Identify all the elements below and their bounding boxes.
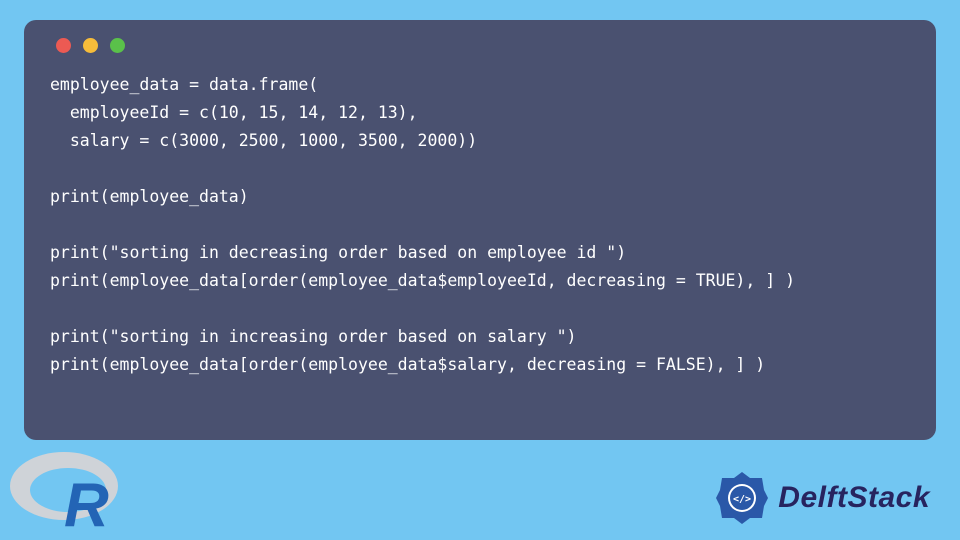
- code-block: employee_data = data.frame( employeeId =…: [50, 71, 910, 379]
- window-traffic-lights: [56, 38, 910, 53]
- close-dot: [56, 38, 71, 53]
- delftstack-text: DelftStack: [778, 481, 930, 515]
- minimize-dot: [83, 38, 98, 53]
- r-letter: R: [64, 471, 109, 534]
- delftstack-icon: </>: [714, 470, 770, 526]
- code-card: employee_data = data.frame( employeeId =…: [24, 20, 936, 440]
- maximize-dot: [110, 38, 125, 53]
- delftstack-logo: </> DelftStack: [714, 470, 930, 526]
- svg-text:</>: </>: [733, 494, 751, 505]
- r-language-logo: R: [6, 446, 126, 534]
